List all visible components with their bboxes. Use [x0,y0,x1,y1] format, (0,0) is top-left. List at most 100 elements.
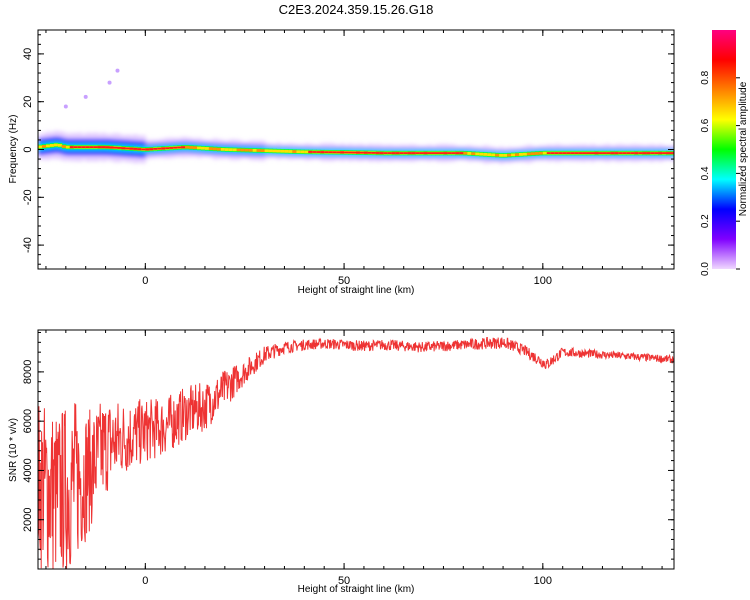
heatmap-cell [383,152,389,154]
heatmap-cell [197,146,202,150]
heatmap-cell [666,152,671,154]
heatmap-cell [81,146,87,149]
heatmap-cell [224,148,230,151]
heatmap-cell [479,152,484,156]
heatmap-cell [650,152,655,154]
colorbar-tick-label: 0.4 [700,166,711,180]
heatmap-cell [630,152,635,154]
heatmap-cell [475,152,480,156]
heatmap-cell [674,152,679,155]
heatmap-cell [240,148,246,152]
heatmap-cell [511,153,516,157]
heatmap-cell [348,151,353,154]
heatmap-cell [288,150,293,153]
heatmap-cell [256,149,262,152]
heatmap-cell [526,152,532,156]
heatmap-cell [507,153,512,157]
heatmap-cell [618,152,623,154]
heatmap-scatter-point [115,68,120,73]
heatmap-cell [670,152,674,154]
heatmap-cell [503,153,508,157]
snr-x-label: Height of straight line (km) [298,584,415,595]
heatmap-cell [45,144,51,148]
heatmap-cell [125,147,131,150]
heatmap-cell [304,150,309,154]
heatmap-cell [284,149,290,153]
heatmap-cell [208,147,214,151]
heatmap-cell [598,152,604,154]
colorbar-tick-label: 0.2 [700,214,711,228]
heatmap-cell [61,145,67,148]
heatmap-cell [53,143,59,147]
heatmap-cell [554,152,560,154]
heatmap-cell [65,145,71,149]
heatmap-cell [73,146,79,149]
heatmap-cell [359,151,365,154]
heatmap-cell [177,146,182,149]
snr-series-line [38,337,674,569]
heatmap-cell [638,152,643,154]
heatmap-cell [324,151,329,154]
heatmap-cell [435,152,441,154]
heatmap-cell [459,152,464,154]
heatmap-cell [582,152,588,154]
colorbar-tick-label: 0.0 [700,262,711,276]
heatmap-cell [379,152,385,154]
heatmap-cell [515,153,520,157]
heatmap-cell [153,148,158,150]
heatmap-cell [495,153,500,157]
snr-x-axis: 0 50 100 [45,330,663,587]
snr-y-label: SNR (10 * v/v) [8,418,19,482]
heatmap-cell [77,146,83,149]
heatmap-cell [590,152,596,154]
heatmap-cell [236,148,242,152]
heatmap-cell [363,151,369,154]
heatmap-cell [375,152,381,154]
x-tick-label: 50 [338,575,350,587]
heatmap-cell [308,151,313,153]
spectrogram-y-axis: -40 -20 0 20 40 [22,34,674,265]
heatmap-cell [431,152,437,154]
x-tick-label: 100 [534,275,552,287]
heatmap-cell [662,152,667,154]
heatmap-cell [212,147,218,151]
heatmap-cell [133,148,138,150]
spectrogram-x-label: Height of straight line (km) [298,285,415,296]
heatmap-cell [395,152,401,154]
heatmap-cell [634,152,639,154]
heatmap-cell [220,147,226,151]
snr-frame [37,329,675,570]
heatmap-cell [642,152,647,154]
heatmap-scatter-point [83,94,88,99]
heatmap-cell [674,151,679,155]
heatmap-cell [391,152,397,154]
heatmap-cell [371,152,377,154]
heatmap-cell [654,152,659,154]
heatmap-cell [248,148,254,152]
heatmap-cell [606,152,611,154]
heatmap-cell [407,152,413,154]
heatmap-cell [487,153,492,157]
heatmap-cell [193,146,198,150]
heatmap-cell [614,152,619,154]
heatmap-cell [562,152,568,154]
heatmap-cell [674,145,679,162]
heatmap-cell [340,151,345,154]
heatmap-cell [578,152,584,154]
heatmap-cell [200,146,206,150]
heatmap-cell [451,152,456,154]
heatmap-cell [145,148,150,151]
heatmap-scatter-point [107,80,112,85]
heatmap-cell [447,152,452,154]
colorbar-tick-label: 0.6 [700,118,711,132]
heatmap-cell [352,151,357,154]
heatmap-cell [356,151,361,154]
heatmap-cell [594,152,600,154]
heatmap-cell [296,150,301,154]
heatmap-cell [367,151,373,154]
heatmap-cell [566,152,572,154]
y-tick-label: -20 [22,189,34,205]
heatmap-cell [550,152,556,154]
heatmap-cell [455,152,460,154]
y-tick-label: 6000 [22,409,34,433]
